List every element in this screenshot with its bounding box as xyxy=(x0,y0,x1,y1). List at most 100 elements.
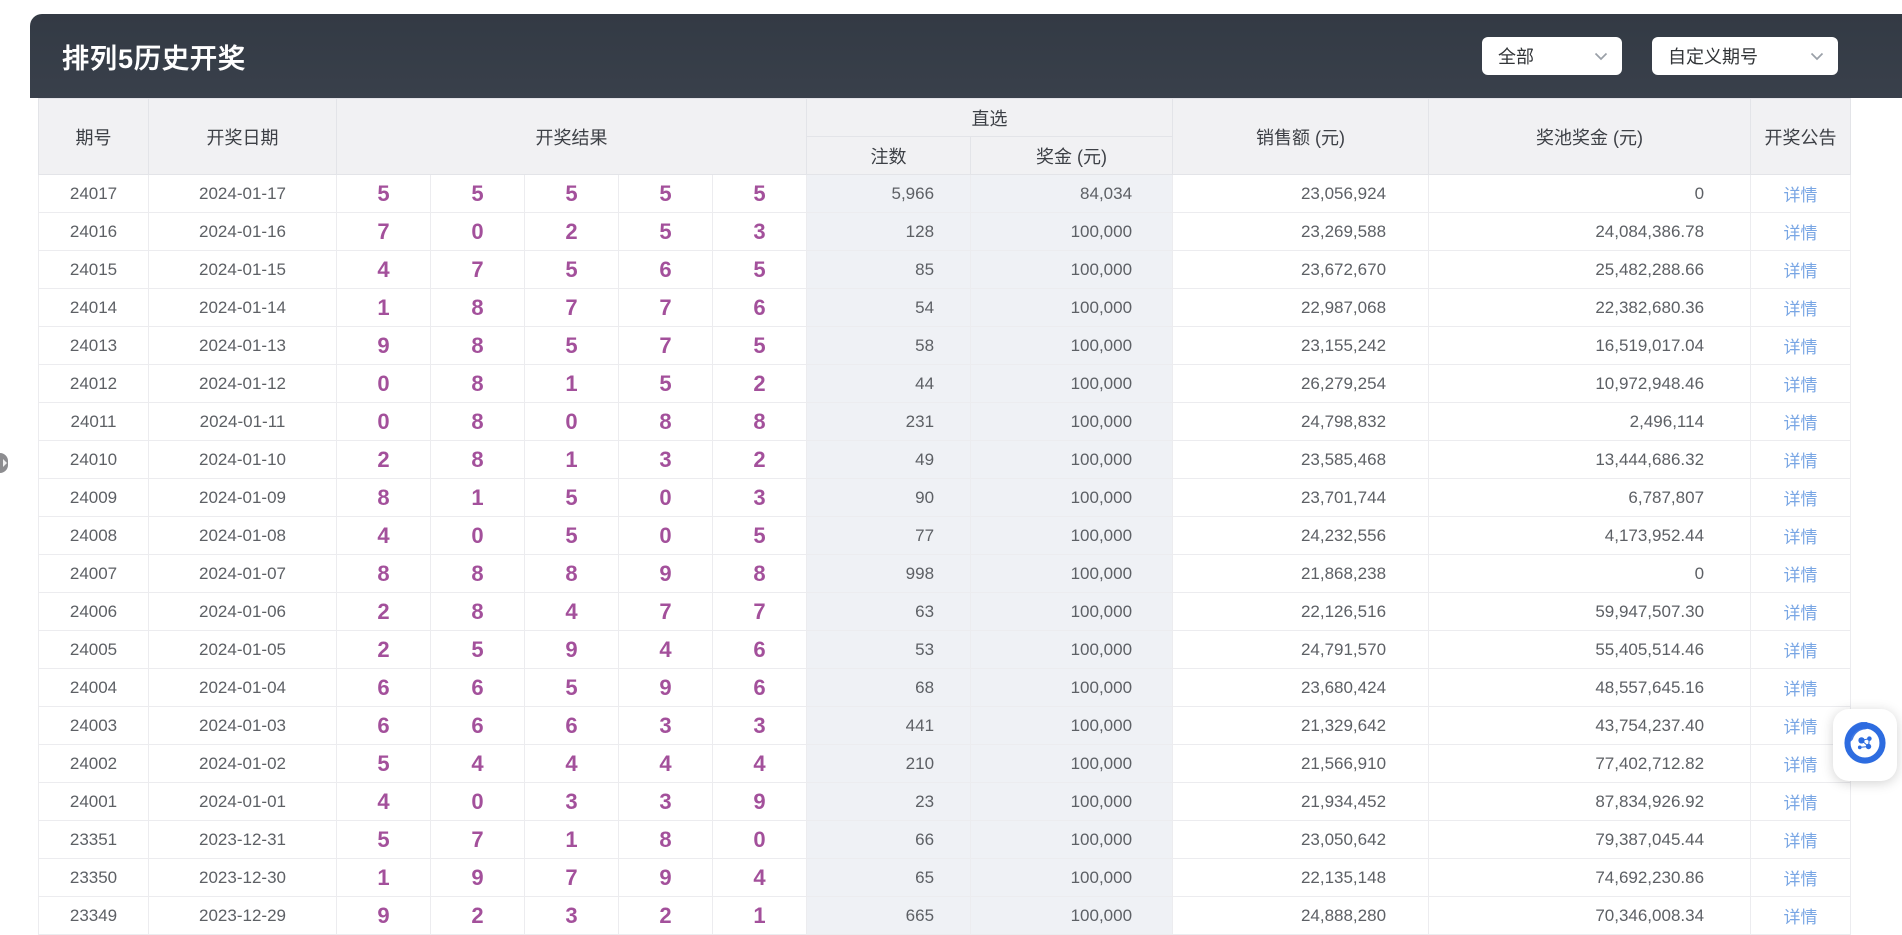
sales-cell: 23,269,588 xyxy=(1172,212,1430,251)
detail-link[interactable]: 详情 xyxy=(1783,452,1818,471)
bets-cell: 54 xyxy=(806,288,972,327)
prize-cell: 100,000 xyxy=(970,668,1174,707)
digit-cell: 8 xyxy=(430,440,525,479)
digit-cell: 8 xyxy=(430,402,525,441)
notice-cell: 详情 xyxy=(1750,174,1852,213)
digit-cell: 5 xyxy=(336,174,431,213)
table-row: 24004 2024-01-04 6 6 5 9 6 68 100,000 23,680,424 4… xyxy=(38,668,1852,707)
pool-cell: 0 xyxy=(1428,174,1752,213)
detail-link[interactable]: 详情 xyxy=(1783,338,1818,357)
issue-cell: 24006 xyxy=(38,592,149,631)
table-row: 24001 2024-01-01 4 0 3 3 9 23 100,000 21,934,452 8… xyxy=(38,782,1852,821)
sales-cell: 23,680,424 xyxy=(1172,668,1430,707)
detail-link[interactable]: 详情 xyxy=(1783,224,1818,243)
notice-cell: 详情 xyxy=(1750,326,1852,365)
bets-cell: 210 xyxy=(806,744,972,783)
detail-link[interactable]: 详情 xyxy=(1783,756,1818,775)
issue-cell: 23349 xyxy=(38,896,149,935)
digit-cell: 6 xyxy=(711,288,808,327)
issue-cell: 24005 xyxy=(38,630,149,669)
detail-link[interactable]: 详情 xyxy=(1783,642,1818,661)
date-cell: 2023-12-29 xyxy=(148,896,337,935)
detail-link[interactable]: 详情 xyxy=(1783,832,1818,851)
results-table-header: 期号 开奖日期 开奖结果 直选 销售额 (元) 奖池奖金 (元) 开奖公告 注数… xyxy=(38,98,1852,175)
detail-link[interactable]: 详情 xyxy=(1783,186,1818,205)
table-row: 24009 2024-01-09 8 1 5 0 3 90 100,000 23,701,744 6… xyxy=(38,478,1852,517)
digit-cell: 6 xyxy=(336,668,431,707)
detail-link[interactable]: 详情 xyxy=(1783,300,1818,319)
detail-link[interactable]: 详情 xyxy=(1783,718,1818,737)
prize-cell: 100,000 xyxy=(970,782,1174,821)
table-row: 23351 2023-12-31 5 7 1 8 0 66 100,000 23,050,642 7… xyxy=(38,820,1852,859)
digit-cell: 8 xyxy=(524,554,619,593)
detail-link[interactable]: 详情 xyxy=(1783,414,1818,433)
detail-link[interactable]: 详情 xyxy=(1783,870,1818,889)
detail-link[interactable]: 详情 xyxy=(1783,490,1818,509)
digit-cell: 8 xyxy=(430,592,525,631)
bets-cell: 128 xyxy=(806,212,972,251)
digit-cell: 4 xyxy=(711,858,808,897)
digit-cell: 5 xyxy=(430,174,525,213)
digit-cell: 1 xyxy=(336,858,431,897)
prize-cell: 100,000 xyxy=(970,212,1174,251)
detail-link[interactable]: 详情 xyxy=(1783,794,1818,813)
bets-cell: 23 xyxy=(806,782,972,821)
bets-cell: 665 xyxy=(806,896,972,935)
results-table: 期号 开奖日期 开奖结果 直选 销售额 (元) 奖池奖金 (元) 开奖公告 注数… xyxy=(38,98,1852,935)
date-cell: 2024-01-11 xyxy=(148,402,337,441)
notice-cell: 详情 xyxy=(1750,288,1852,327)
digit-cell: 2 xyxy=(336,592,431,631)
scope-filter-select[interactable]: 全部 xyxy=(1482,37,1622,75)
date-cell: 2024-01-17 xyxy=(148,174,337,213)
detail-link[interactable]: 详情 xyxy=(1783,376,1818,395)
results-table-container: 期号 开奖日期 开奖结果 直选 销售额 (元) 奖池奖金 (元) 开奖公告 注数… xyxy=(38,98,1852,935)
bets-cell: 998 xyxy=(806,554,972,593)
date-cell: 2024-01-16 xyxy=(148,212,337,251)
digit-cell: 7 xyxy=(711,592,808,631)
table-row: 24013 2024-01-13 9 8 5 7 5 58 100,000 23,155,242 1… xyxy=(38,326,1852,365)
date-cell: 2023-12-31 xyxy=(148,820,337,859)
digit-cell: 3 xyxy=(524,896,619,935)
digit-cell: 1 xyxy=(524,440,619,479)
pool-cell: 2,496,114 xyxy=(1428,402,1752,441)
prize-cell: 100,000 xyxy=(970,706,1174,745)
chevron-down-icon xyxy=(1594,52,1608,61)
issue-cell: 24009 xyxy=(38,478,149,517)
digit-cell: 6 xyxy=(711,630,808,669)
pool-cell: 70,346,008.34 xyxy=(1428,896,1752,935)
digit-cell: 3 xyxy=(711,478,808,517)
results-table-body: 24017 2024-01-17 5 5 5 5 5 5,966 84,034 23,056,92… xyxy=(38,174,1852,935)
detail-link[interactable]: 详情 xyxy=(1783,680,1818,699)
detail-link[interactable]: 详情 xyxy=(1783,528,1818,547)
detail-link[interactable]: 详情 xyxy=(1783,604,1818,623)
digit-cell: 8 xyxy=(618,820,713,859)
detail-link[interactable]: 详情 xyxy=(1783,262,1818,281)
issue-cell: 24016 xyxy=(38,212,149,251)
sidebar-collapse-handle[interactable] xyxy=(0,453,8,473)
pool-cell: 74,692,230.86 xyxy=(1428,858,1752,897)
detail-link[interactable]: 详情 xyxy=(1783,566,1818,585)
column-header-date: 开奖日期 xyxy=(148,98,337,175)
floating-service-button[interactable] xyxy=(1833,709,1897,781)
digit-cell: 1 xyxy=(336,288,431,327)
prize-cell: 100,000 xyxy=(970,820,1174,859)
pool-cell: 0 xyxy=(1428,554,1752,593)
bets-cell: 90 xyxy=(806,478,972,517)
bets-cell: 77 xyxy=(806,516,972,555)
custom-issue-select[interactable]: 自定义期号 xyxy=(1652,37,1838,75)
notice-cell: 详情 xyxy=(1750,782,1852,821)
digit-cell: 0 xyxy=(618,478,713,517)
digit-cell: 4 xyxy=(336,250,431,289)
issue-cell: 24001 xyxy=(38,782,149,821)
digit-cell: 9 xyxy=(618,668,713,707)
issue-cell: 24014 xyxy=(38,288,149,327)
pool-cell: 22,382,680.36 xyxy=(1428,288,1752,327)
bets-cell: 49 xyxy=(806,440,972,479)
detail-link[interactable]: 详情 xyxy=(1783,908,1818,927)
digit-cell: 0 xyxy=(336,364,431,403)
prize-cell: 100,000 xyxy=(970,554,1174,593)
bets-cell: 85 xyxy=(806,250,972,289)
digit-cell: 5 xyxy=(711,326,808,365)
digit-cell: 5 xyxy=(711,250,808,289)
notice-cell: 详情 xyxy=(1750,440,1852,479)
